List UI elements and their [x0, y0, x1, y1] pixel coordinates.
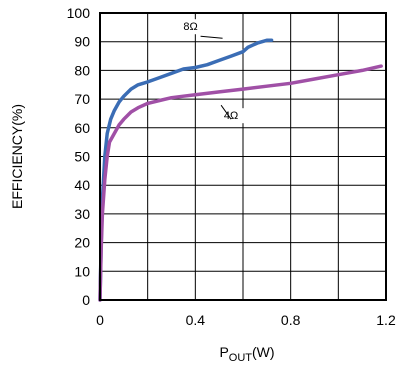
series-annotation: 4Ω [224, 110, 238, 122]
x-tick-labels: 0 0.4 0.8 1.2 [96, 312, 396, 328]
plot-frame [99, 12, 387, 301]
annotation-background [217, 108, 246, 124]
grid-lines [99, 12, 387, 301]
series-lines [98, 38, 383, 302]
y-tick-label: 50 [74, 149, 90, 165]
y-tick-label: 30 [74, 206, 90, 222]
x-tick-label: 0 [96, 312, 104, 328]
y-tick-label: 40 [74, 177, 90, 193]
y-axis-label: EFFICIENCY(%) [9, 104, 25, 209]
y-tick-label: 90 [74, 34, 90, 50]
y-tick-label: 20 [74, 235, 90, 251]
y-tick-label: 70 [74, 91, 90, 107]
x-tick-label: 1.2 [376, 312, 396, 328]
annotation-leader [200, 35, 223, 39]
x-axis-label: POUT(W) [219, 344, 274, 364]
y-tick-label: 0 [82, 292, 90, 308]
y-tick-label: 10 [74, 263, 90, 279]
y-tick-label: 80 [74, 62, 90, 78]
series-line [98, 64, 383, 302]
y-tick-label: 60 [74, 120, 90, 136]
y-tick-labels: 0 10 20 30 40 50 60 70 80 90 100 [67, 5, 91, 308]
series-annotations: 8Ω 4Ω [176, 19, 246, 124]
annotation-leader [220, 104, 232, 120]
annotation-background [176, 19, 205, 35]
x-tick-label: 0.8 [281, 312, 301, 328]
x-axis-label-unit: (W) [252, 344, 275, 360]
series-annotation: 8Ω [183, 21, 197, 33]
x-axis-label-subscript: OUT [229, 352, 253, 364]
x-axis-label-main: P [219, 344, 228, 360]
y-tick-label: 100 [67, 5, 91, 21]
series-line [98, 38, 274, 302]
x-tick-label: 0.4 [186, 312, 206, 328]
